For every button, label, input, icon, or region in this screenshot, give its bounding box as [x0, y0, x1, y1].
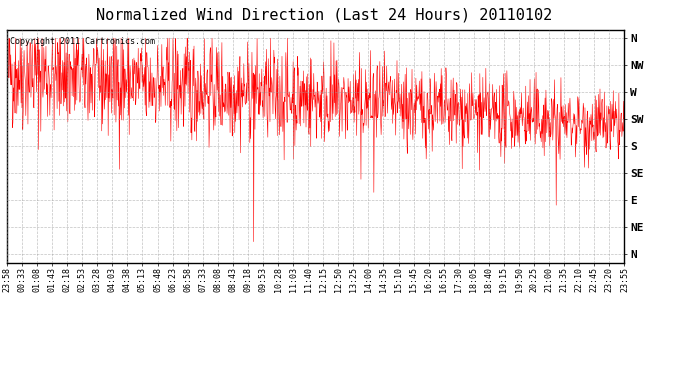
Text: Normalized Wind Direction (Last 24 Hours) 20110102: Normalized Wind Direction (Last 24 Hours…: [96, 8, 553, 22]
Text: Copyright 2011 Cartronics.com: Copyright 2011 Cartronics.com: [10, 37, 155, 46]
